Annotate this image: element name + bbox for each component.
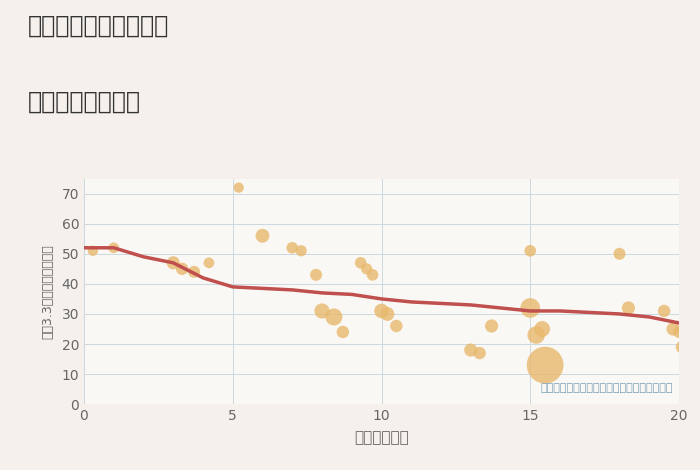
Point bbox=[486, 322, 497, 330]
Point bbox=[465, 346, 476, 354]
Point bbox=[668, 325, 679, 333]
Text: 駅距離別土地価格: 駅距離別土地価格 bbox=[28, 89, 141, 113]
Point bbox=[623, 304, 634, 312]
Point bbox=[295, 247, 307, 255]
Point bbox=[676, 343, 687, 351]
Point bbox=[376, 307, 387, 315]
Text: 円の大きさは、取引のあった物件面積を示す: 円の大きさは、取引のあった物件面積を示す bbox=[540, 383, 673, 393]
Point bbox=[316, 307, 328, 315]
Point bbox=[382, 310, 393, 318]
Text: 奈良県奈良市二名町の: 奈良県奈良市二名町の bbox=[28, 14, 169, 38]
Point bbox=[257, 232, 268, 240]
Point bbox=[355, 259, 366, 266]
Point bbox=[531, 331, 542, 339]
Point bbox=[673, 328, 685, 336]
Point bbox=[474, 349, 485, 357]
Point bbox=[337, 328, 349, 336]
X-axis label: 駅距離（分）: 駅距離（分） bbox=[354, 430, 409, 445]
Point bbox=[287, 244, 298, 251]
Point bbox=[537, 325, 548, 333]
Y-axis label: 坪（3.3㎡）単価（万円）: 坪（3.3㎡）単価（万円） bbox=[41, 244, 55, 339]
Point bbox=[525, 304, 536, 312]
Point bbox=[88, 247, 99, 255]
Point bbox=[540, 361, 551, 369]
Point bbox=[328, 313, 339, 321]
Point bbox=[679, 346, 690, 354]
Point bbox=[176, 265, 188, 273]
Point bbox=[108, 244, 119, 251]
Point bbox=[614, 250, 625, 258]
Point bbox=[168, 259, 179, 266]
Point bbox=[310, 271, 321, 279]
Point bbox=[233, 184, 244, 191]
Point bbox=[367, 271, 378, 279]
Point bbox=[391, 322, 402, 330]
Point bbox=[203, 259, 214, 266]
Point bbox=[188, 268, 199, 275]
Point bbox=[659, 307, 670, 315]
Point bbox=[525, 247, 536, 255]
Point bbox=[361, 265, 372, 273]
